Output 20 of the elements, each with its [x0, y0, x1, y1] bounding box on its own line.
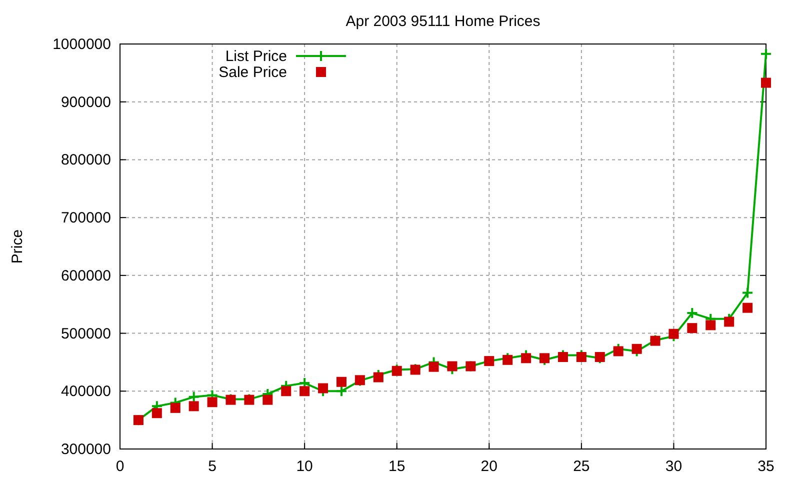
y-tick-label: 1000000 — [52, 36, 111, 53]
x-tick-label: 35 — [758, 458, 774, 475]
y-tick-label: 400000 — [60, 383, 111, 400]
y-tick-label: 800000 — [60, 152, 111, 169]
y-tick-label: 300000 — [60, 441, 111, 458]
x-tick-label: 20 — [480, 458, 498, 475]
chart-title: Apr 2003 95111 Home Prices — [346, 13, 540, 30]
x-tick-label: 10 — [296, 458, 313, 475]
x-tick-label: 0 — [116, 458, 124, 475]
x-tick-label: 25 — [573, 458, 590, 475]
legend-label: List Price — [225, 48, 287, 65]
x-tick-label: 30 — [665, 458, 682, 475]
legend-label: Sale Price — [218, 64, 287, 81]
x-tick-label: 5 — [208, 458, 216, 475]
y-tick-label: 700000 — [60, 210, 111, 227]
y-tick-label: 600000 — [60, 267, 111, 284]
y-tick-label: 900000 — [60, 94, 111, 111]
x-tick-label: 15 — [388, 458, 406, 475]
y-axis-title: Price — [9, 229, 26, 264]
y-tick-label: 500000 — [60, 325, 111, 342]
